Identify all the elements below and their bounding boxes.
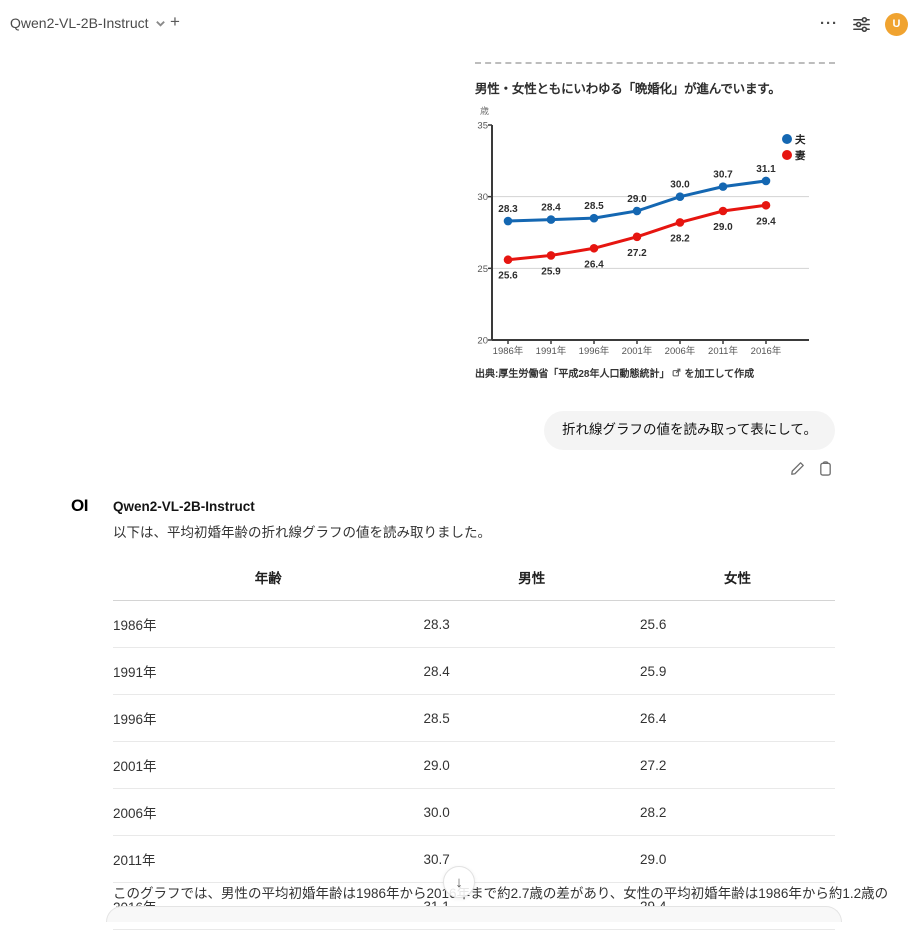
svg-text:29.0: 29.0 <box>713 222 733 233</box>
table-cell: 27.2 <box>640 741 835 789</box>
table-row: 2006年 30.0 28.2 <box>113 788 835 836</box>
svg-text:27.2: 27.2 <box>627 248 647 259</box>
chat-input-box-top[interactable] <box>106 906 842 922</box>
user-message-text: 折れ線グラフの値を読み取って表にして。 <box>561 422 817 437</box>
table-header-row: 年齢 男性 女性 <box>113 560 835 601</box>
svg-text:20: 20 <box>477 336 488 347</box>
table-cell: 28.4 <box>423 647 641 695</box>
table-cell: 2001年 <box>113 741 424 789</box>
svg-text:2006年: 2006年 <box>665 345 696 356</box>
source-text-suffix: を加工して作成 <box>684 369 755 380</box>
table-cell: 1996年 <box>113 694 424 742</box>
scroll-to-bottom-button[interactable]: ↓ <box>443 866 475 898</box>
table-cell: 1991年 <box>113 647 424 695</box>
table-cell: 2011年 <box>113 835 424 883</box>
svg-text:35: 35 <box>477 121 488 132</box>
svg-text:28.2: 28.2 <box>670 233 690 244</box>
svg-text:29.4: 29.4 <box>756 216 776 227</box>
table-column-header: 男性 <box>423 560 641 601</box>
table-row: 1996年 28.5 26.4 <box>113 694 835 742</box>
table-row: 1991年 28.4 25.9 <box>113 647 835 695</box>
table-cell: 30.0 <box>423 788 641 836</box>
source-text-prefix: 出典:厚生労働省「平成28年人口動態統計」 <box>475 369 670 380</box>
table-cell: 29.0 <box>423 741 641 789</box>
top-bar: Qwen2-VL-2B-Instruct + ··· U <box>0 0 916 48</box>
svg-text:26.4: 26.4 <box>584 259 604 270</box>
model-selector[interactable]: Qwen2-VL-2B-Instruct <box>10 15 166 31</box>
table-cell: 26.4 <box>640 694 835 742</box>
assistant-intro-text: 以下は、平均初婚年齢の折れ線グラフの値を読み取りました。 <box>113 525 491 540</box>
svg-text:31.1: 31.1 <box>756 164 776 175</box>
user-avatar[interactable]: U <box>885 12 908 36</box>
user-message-bubble: 折れ線グラフの値を読み取って表にして。 <box>543 411 835 450</box>
svg-text:歳: 歳 <box>480 105 489 116</box>
table-cell: 2006年 <box>113 788 424 836</box>
svg-text:2016年: 2016年 <box>751 345 782 356</box>
line-chart: 歳 20 25 30 35 1986年 1991年 1996年 2001年 2006年 2011年 2… <box>475 103 835 361</box>
settings-sliders-icon[interactable] <box>852 15 871 34</box>
svg-text:夫: 夫 <box>795 133 806 146</box>
external-link-icon <box>673 368 681 377</box>
attached-chart-image[interactable]: 男性・女性ともにいわゆる「晩婚化」が進んでいます。 歳 20 25 30 35 1986年… <box>475 50 835 380</box>
chart-source-caption: 出典:厚生労働省「平成28年人口動態統計」 を加工して作成 <box>475 365 835 380</box>
assistant-avatar-logo: OI <box>71 496 88 515</box>
edit-pencil-icon[interactable] <box>790 461 805 476</box>
table-row: 2001年 29.0 27.2 <box>113 741 835 789</box>
copy-icon[interactable] <box>818 461 833 476</box>
overflow-menu-icon[interactable]: ··· <box>820 15 838 32</box>
svg-text:2001年: 2001年 <box>622 345 653 356</box>
svg-text:1996年: 1996年 <box>579 345 610 356</box>
table-cell: 28.2 <box>640 788 835 836</box>
svg-text:28.3: 28.3 <box>498 204 518 215</box>
svg-text:30: 30 <box>477 192 488 203</box>
svg-text:1991年: 1991年 <box>536 345 567 356</box>
table-cell: 25.6 <box>640 600 835 648</box>
table-column-header: 年齢 <box>113 560 424 601</box>
svg-text:25.9: 25.9 <box>541 266 561 277</box>
svg-text:29.0: 29.0 <box>627 194 647 205</box>
user-message-actions <box>790 461 833 476</box>
table-column-header: 女性 <box>640 560 835 601</box>
svg-text:30.0: 30.0 <box>670 180 690 191</box>
chevron-down-icon <box>155 20 165 27</box>
table-row: 1986年 28.3 25.6 <box>113 600 835 648</box>
table-cell: 29.0 <box>640 835 835 883</box>
svg-text:30.7: 30.7 <box>713 170 733 181</box>
chart-image-title: 男性・女性ともにいわゆる「晩婚化」が進んでいます。 <box>475 82 781 96</box>
image-dashed-divider <box>475 62 835 64</box>
table-cell: 28.5 <box>423 694 641 742</box>
svg-text:妻: 妻 <box>795 149 806 162</box>
arrow-down-icon: ↓ <box>455 873 463 891</box>
svg-text:25: 25 <box>477 264 488 275</box>
table-cell: 28.3 <box>423 600 641 648</box>
svg-text:1986年: 1986年 <box>493 345 524 356</box>
svg-text:28.4: 28.4 <box>541 203 561 214</box>
svg-text:25.6: 25.6 <box>498 271 518 282</box>
model-selector-label: Qwen2-VL-2B-Instruct <box>10 15 149 31</box>
header-controls: ··· U <box>820 12 908 36</box>
svg-text:2011年: 2011年 <box>708 345 738 356</box>
table-cell: 1986年 <box>113 600 424 648</box>
table-cell: 25.9 <box>640 647 835 695</box>
svg-text:28.5: 28.5 <box>584 201 604 212</box>
assistant-model-name: Qwen2-VL-2B-Instruct <box>113 499 255 514</box>
reading-results-table: 年齢 男性 女性 1986年 28.3 25.6 1991年 28.4 25.9 1996年 28… <box>113 560 835 930</box>
new-chat-button[interactable]: + <box>170 12 180 31</box>
